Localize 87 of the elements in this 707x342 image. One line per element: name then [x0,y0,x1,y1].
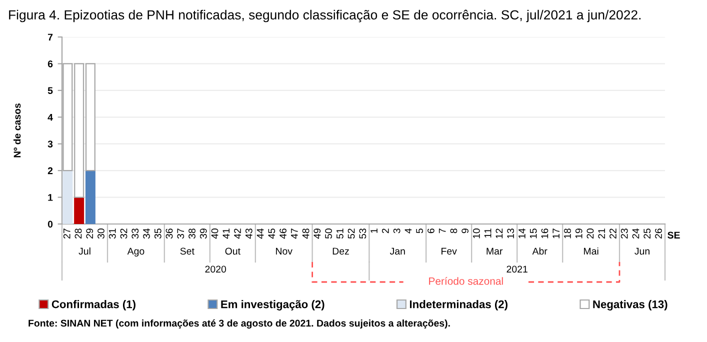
legend-label: Indeterminadas (2) [410,300,508,310]
y-tick-label: 1 [48,194,53,201]
text: Período sazonal [429,277,503,285]
y-tick-label: 5 [48,87,53,94]
x-tick-label: 36 [166,228,173,239]
x-tick-label: 27 [63,228,70,238]
x-tick-label: 42 [234,228,241,239]
x-tick-label: 6 [427,228,434,234]
x-tick-label: 14 [518,228,526,238]
x-tick-label: 45 [268,228,276,239]
bar [85,170,96,224]
x-tick-label: 10 [473,228,480,238]
legend-label: Em investigação (2) [221,300,324,310]
x-tick-label: 24 [632,228,640,238]
source-note: Fonte: SINAN NET (com informações até 3 de agosto de 2021. Dados sujeitos a alterações). [28,319,450,329]
x-tick-label: 16 [541,228,548,238]
x-tick-label: 2 [382,228,389,234]
y-axis-title: Nº de casos [14,103,21,158]
x-tick-label: 18 [564,228,571,238]
x-tick-label: 35 [154,228,162,239]
x-tick-label: 15 [530,228,537,238]
x-tick-label: 39 [200,228,207,239]
text: Mar [486,248,503,255]
x-tick-label: 30 [98,228,104,239]
x-tick-label: 4 [404,228,412,234]
x-tick-label: 11 [484,228,492,238]
legend-label: Negativas (13) [593,300,668,310]
y-tick-label: 7 [48,34,53,41]
x-tick-label: 43 [245,228,252,239]
x-tick-label: 40 [211,228,218,239]
x-tick-label: 49 [314,228,321,239]
legend-label: Confirmadas (1) [52,300,136,310]
y-tick-label: 2 [48,167,53,174]
x-tick-label: 32 [120,228,128,239]
x-tick-label: 21 [598,228,605,238]
x-tick-label: 5 [416,228,423,234]
x-tick-label: 38 [188,228,196,239]
x-tick-label: 9 [462,228,469,234]
x-tick-label: 3 [393,228,400,234]
text: Fev [442,248,457,255]
text: Dez [332,248,349,255]
text: Nov [276,248,292,255]
x-tick-label: 28 [74,228,82,238]
x-tick-label: 7 [438,228,446,234]
x-tick-label: 1 [370,228,378,233]
text: Jun [634,248,650,255]
x-tick-label: 51 [336,228,344,239]
y-tick-label: 6 [48,60,53,68]
bar [62,170,73,224]
x-tick-label: 8 [450,228,458,234]
chart-title: Figura 4. Epizootias de PNH notificadas, segundo classificação e SE de ocorrência. SC, jul/2021 a jun/2022. [9,10,640,22]
x-tick-label: 37 [177,228,184,239]
x-tick-label: 47 [291,228,298,239]
text: Jul [78,247,90,255]
text: 2020 [205,266,226,273]
x-tick-label: 52 [348,228,355,239]
x-tick-label: 26 [655,228,662,238]
text: 2021 [506,266,528,273]
x-tick-label: 12 [496,228,503,238]
x-tick-label: 19 [575,228,582,238]
y-tick-label: 3 [48,140,53,148]
text: Mai [584,247,598,255]
x-tick-label: 44 [256,228,264,239]
x-tick-label: 34 [143,228,150,239]
x-tick-label: 33 [132,228,139,239]
x-tick-label: 46 [280,228,286,239]
bar [74,196,84,224]
text: Out [225,248,240,255]
x-tick-label: 29 [86,228,94,238]
x-tick-label: 13 [507,228,514,238]
x-tick-label: 48 [302,228,310,239]
x-tick-label: 50 [325,228,332,239]
x-axis-title: SE [668,232,680,239]
x-tick-label: 23 [620,228,628,238]
x-tick-label: 17 [552,228,560,238]
x-tick-label: 25 [644,228,651,238]
x-tick-label: 31 [108,228,116,239]
x-tick-label: 22 [610,228,616,238]
text: Jan [390,248,405,255]
y-tick-label: 4 [48,114,53,121]
y-tick-label: 0 [48,220,53,228]
x-tick-label: 53 [359,228,366,239]
x-tick-label: 20 [586,228,594,238]
text: Set [180,248,194,255]
x-tick-label: 41 [222,228,230,239]
text: Abr [532,247,548,255]
text: Ago [127,248,144,257]
